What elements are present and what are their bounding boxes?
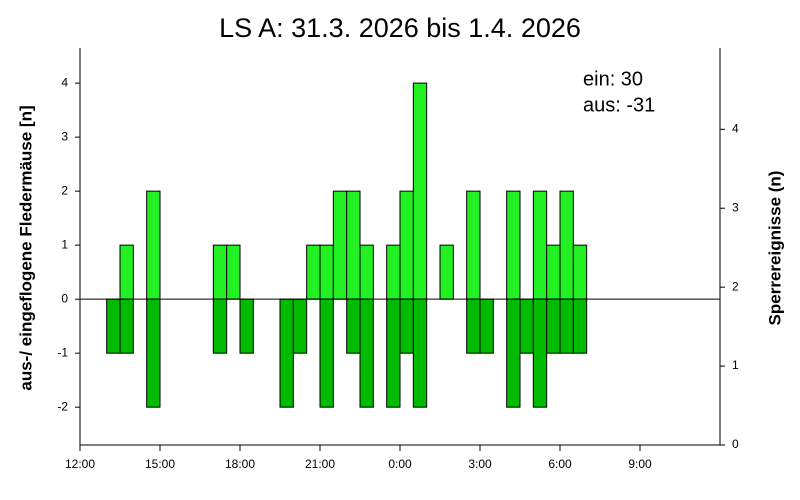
bar [386, 298, 401, 408]
bar [306, 244, 321, 300]
y-tick-label: 1 [61, 237, 68, 251]
bar [146, 190, 161, 300]
bar [292, 298, 308, 354]
x-tick-label: 9:00 [628, 457, 652, 471]
bar [546, 298, 561, 354]
bar [532, 298, 548, 408]
bar [572, 298, 588, 354]
bar [346, 190, 361, 300]
bar [239, 298, 254, 354]
y2-tick-label: 0 [732, 437, 739, 451]
bar [546, 244, 561, 300]
y-tick-label: 0 [61, 291, 68, 305]
y-tick-label: -1 [57, 345, 68, 359]
y2-tick-label: 3 [732, 200, 739, 214]
x-tick-label: 3:00 [468, 457, 492, 471]
y-tick-label: -2 [57, 399, 68, 413]
bar [412, 298, 428, 408]
annotation: aus: -31 [583, 94, 655, 116]
y2-axis-label: Sperrereignisse (n) [765, 171, 784, 326]
bar [346, 298, 361, 354]
x-tick-label: 21:00 [305, 457, 335, 471]
x-tick-label: 15:00 [145, 457, 175, 471]
chart-title: LS A: 31.3. 2026 bis 1.4. 2026 [219, 13, 581, 43]
x-tick-label: 0:00 [388, 457, 412, 471]
bar [279, 298, 294, 408]
bar [106, 298, 121, 354]
bar [226, 244, 241, 300]
y2-tick-label: 4 [732, 121, 739, 135]
bar [559, 298, 574, 354]
x-tick-label: 6:00 [548, 457, 572, 471]
bar [519, 298, 534, 354]
bar [559, 190, 574, 300]
y2-tick-label: 2 [732, 279, 739, 293]
y-tick-label: 3 [61, 129, 68, 143]
y-tick-label: 2 [61, 183, 68, 197]
bar [466, 298, 481, 354]
bar [532, 190, 548, 300]
bar [386, 244, 401, 300]
x-tick-label: 18:00 [225, 457, 255, 471]
bar [146, 298, 161, 408]
bar [319, 298, 334, 408]
bar [412, 82, 428, 300]
bar [506, 298, 521, 408]
bar [212, 244, 228, 300]
bar [479, 298, 494, 354]
x-tick-label: 12:00 [65, 457, 95, 471]
annotation: ein: 30 [583, 68, 643, 90]
bar [119, 298, 134, 354]
bar [319, 244, 334, 300]
bar [212, 298, 228, 354]
y2-tick-label: 1 [732, 358, 739, 372]
bar [359, 298, 374, 408]
y-axis-label: aus-/ eingeflogene Fledermäuse [n] [16, 105, 35, 390]
bar [466, 190, 481, 300]
y-tick-label: 4 [61, 75, 68, 89]
bar [572, 244, 588, 300]
bar [506, 190, 521, 300]
bar [359, 244, 374, 300]
bar [399, 298, 414, 354]
bar [119, 244, 134, 300]
bar [399, 190, 414, 300]
bar [332, 190, 348, 300]
bar [439, 244, 454, 300]
